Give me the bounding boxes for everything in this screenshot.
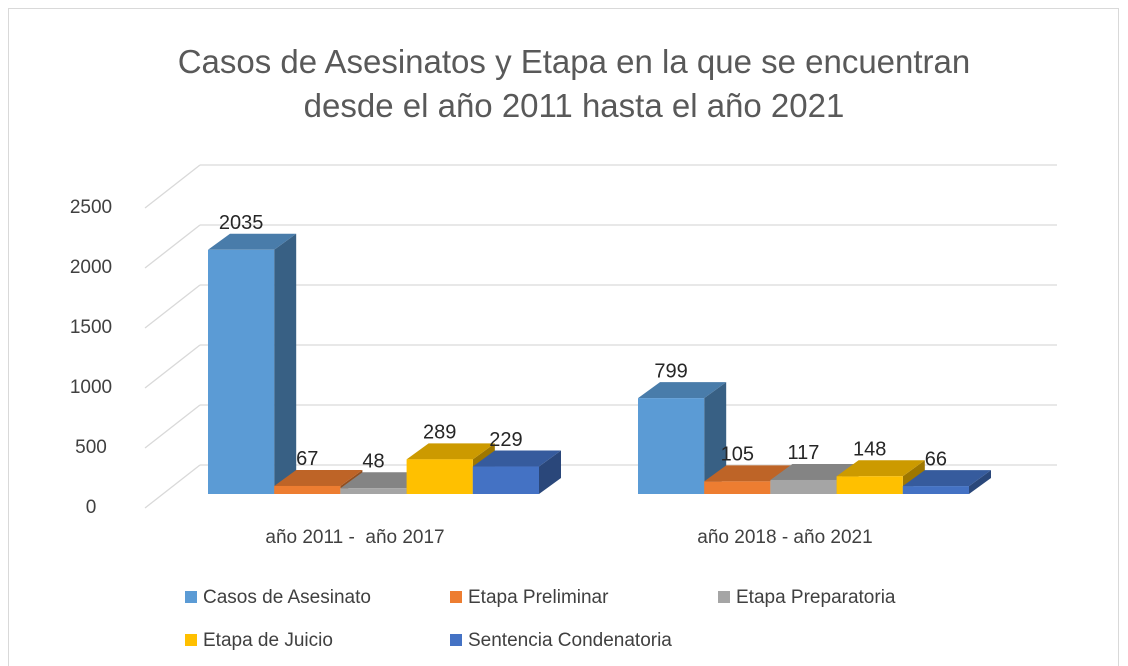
bar-top <box>902 470 991 487</box>
data-label: 67 <box>296 448 318 470</box>
data-label: 48 <box>362 451 384 473</box>
chart-frame <box>8 8 1119 666</box>
bar-side <box>274 233 297 495</box>
bar <box>770 479 837 494</box>
bar-top <box>274 469 363 486</box>
legend-swatch <box>450 634 462 646</box>
legend-swatch <box>185 591 197 603</box>
bar <box>638 398 705 494</box>
data-label: 799 <box>654 360 687 382</box>
bar-top <box>208 233 297 250</box>
bar <box>406 459 473 494</box>
data-label: 148 <box>853 439 886 461</box>
data-label: 105 <box>721 444 754 466</box>
bar-top <box>340 472 429 489</box>
legend-label: Etapa Preparatoria <box>736 587 896 608</box>
bar-top <box>406 443 495 460</box>
bar-side <box>539 450 561 494</box>
x-tick-label: año 2011 - año 2017 <box>265 527 444 548</box>
bar-top <box>770 463 859 480</box>
data-label: 117 <box>788 442 820 464</box>
y-tick-label: 0 <box>86 497 97 518</box>
data-label: 2035 <box>219 212 264 234</box>
y-tick-label: 500 <box>75 437 107 458</box>
grid-line <box>144 464 201 509</box>
grid-line <box>144 344 201 389</box>
bar-top <box>704 465 793 482</box>
legend-label: Etapa Preliminar <box>468 587 609 608</box>
legend-label: Sentencia Condenatoria <box>468 630 672 651</box>
grid-line <box>144 224 201 269</box>
grid-line <box>144 284 201 329</box>
bar-top <box>638 382 727 399</box>
bar <box>704 481 771 494</box>
bar-side <box>969 470 991 494</box>
chart-title: Casos de Asesinatos y Etapa en la que se… <box>177 43 971 124</box>
legend-label: Etapa de Juicio <box>203 630 333 651</box>
bar <box>208 249 275 494</box>
legend-label: Casos de Asesinato <box>203 587 371 608</box>
bar <box>340 488 407 494</box>
x-tick-label: año 2018 - año 2021 <box>697 527 872 548</box>
bar-top <box>472 450 561 467</box>
data-label: 66 <box>925 448 947 470</box>
data-label: 289 <box>423 422 456 444</box>
grid-line <box>144 164 201 209</box>
bar <box>836 476 903 494</box>
bar-top <box>836 460 925 477</box>
y-tick-label: 1000 <box>70 377 112 398</box>
legend-swatch <box>718 591 730 603</box>
bar-side <box>704 382 727 494</box>
y-tick-label: 2500 <box>70 197 112 218</box>
grid-line <box>144 404 201 449</box>
legend-swatch <box>450 591 462 603</box>
bar <box>472 466 539 494</box>
bar <box>274 485 341 494</box>
data-label: 229 <box>489 429 522 451</box>
bar <box>902 486 969 494</box>
y-tick-label: 2000 <box>70 257 112 278</box>
legend-swatch <box>185 634 197 646</box>
y-tick-label: 1500 <box>70 317 112 338</box>
